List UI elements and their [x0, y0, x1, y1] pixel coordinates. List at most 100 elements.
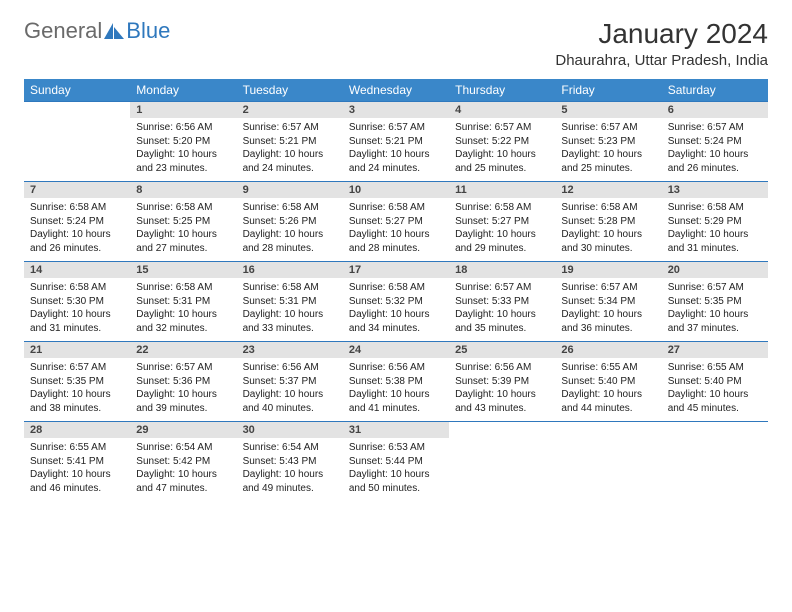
sunrise-text: Sunrise: 6:58 AM — [668, 201, 762, 215]
day-detail-cell: Sunrise: 6:56 AMSunset: 5:39 PMDaylight:… — [449, 358, 555, 422]
day-number-row: 21222324252627 — [24, 342, 768, 359]
day-header-row: Sunday Monday Tuesday Wednesday Thursday… — [24, 79, 768, 102]
day-number-cell — [555, 422, 661, 439]
sunrise-text: Sunrise: 6:56 AM — [136, 121, 230, 135]
day-detail-cell: Sunrise: 6:58 AMSunset: 5:25 PMDaylight:… — [130, 198, 236, 262]
day-number: 26 — [561, 344, 573, 356]
day-details: Sunrise: 6:56 AMSunset: 5:20 PMDaylight:… — [130, 118, 236, 181]
day-number: 7 — [30, 184, 36, 196]
day-number-cell: 10 — [343, 182, 449, 199]
sunset-text: Sunset: 5:38 PM — [349, 375, 443, 389]
day-details: Sunrise: 6:57 AMSunset: 5:35 PMDaylight:… — [662, 278, 768, 341]
sunrise-text: Sunrise: 6:57 AM — [455, 281, 549, 295]
day-details: Sunrise: 6:57 AMSunset: 5:21 PMDaylight:… — [343, 118, 449, 181]
day-details: Sunrise: 6:58 AMSunset: 5:27 PMDaylight:… — [343, 198, 449, 261]
daylight-text: Daylight: 10 hours and 46 minutes. — [30, 468, 124, 495]
sunset-text: Sunset: 5:21 PM — [243, 135, 337, 149]
logo-text-blue: Blue — [126, 18, 170, 44]
day-detail-cell: Sunrise: 6:57 AMSunset: 5:34 PMDaylight:… — [555, 278, 661, 342]
sunset-text: Sunset: 5:35 PM — [30, 375, 124, 389]
day-header: Wednesday — [343, 79, 449, 102]
day-number: 17 — [349, 264, 361, 276]
day-details: Sunrise: 6:55 AMSunset: 5:40 PMDaylight:… — [555, 358, 661, 421]
logo: General Blue — [24, 18, 170, 44]
day-details: Sunrise: 6:55 AMSunset: 5:41 PMDaylight:… — [24, 438, 130, 501]
day-number-cell: 5 — [555, 102, 661, 119]
daylight-text: Daylight: 10 hours and 27 minutes. — [136, 228, 230, 255]
daylight-text: Daylight: 10 hours and 31 minutes. — [668, 228, 762, 255]
day-number: 12 — [561, 184, 573, 196]
sunset-text: Sunset: 5:43 PM — [243, 455, 337, 469]
page-header: General Blue January 2024 Dhaurahra, Utt… — [24, 18, 768, 69]
day-detail-cell: Sunrise: 6:54 AMSunset: 5:42 PMDaylight:… — [130, 438, 236, 501]
day-detail-cell: Sunrise: 6:53 AMSunset: 5:44 PMDaylight:… — [343, 438, 449, 501]
day-detail-cell: Sunrise: 6:56 AMSunset: 5:20 PMDaylight:… — [130, 118, 236, 182]
sunrise-text: Sunrise: 6:58 AM — [349, 201, 443, 215]
daylight-text: Daylight: 10 hours and 37 minutes. — [668, 308, 762, 335]
sunrise-text: Sunrise: 6:55 AM — [561, 361, 655, 375]
day-detail-cell: Sunrise: 6:56 AMSunset: 5:37 PMDaylight:… — [237, 358, 343, 422]
day-detail-cell: Sunrise: 6:57 AMSunset: 5:33 PMDaylight:… — [449, 278, 555, 342]
day-detail-cell: Sunrise: 6:55 AMSunset: 5:40 PMDaylight:… — [555, 358, 661, 422]
day-detail-cell — [555, 438, 661, 501]
day-detail-cell: Sunrise: 6:57 AMSunset: 5:21 PMDaylight:… — [237, 118, 343, 182]
sunset-text: Sunset: 5:37 PM — [243, 375, 337, 389]
day-number-row: 123456 — [24, 102, 768, 119]
day-number-cell: 14 — [24, 262, 130, 279]
day-header: Saturday — [662, 79, 768, 102]
sunrise-text: Sunrise: 6:53 AM — [349, 441, 443, 455]
daylight-text: Daylight: 10 hours and 41 minutes. — [349, 388, 443, 415]
month-title: January 2024 — [555, 18, 768, 50]
day-number-cell: 7 — [24, 182, 130, 199]
daylight-text: Daylight: 10 hours and 36 minutes. — [561, 308, 655, 335]
sunset-text: Sunset: 5:23 PM — [561, 135, 655, 149]
sunrise-text: Sunrise: 6:58 AM — [136, 281, 230, 295]
daylight-text: Daylight: 10 hours and 49 minutes. — [243, 468, 337, 495]
day-detail-cell: Sunrise: 6:58 AMSunset: 5:30 PMDaylight:… — [24, 278, 130, 342]
sunset-text: Sunset: 5:29 PM — [668, 215, 762, 229]
day-detail-row: Sunrise: 6:57 AMSunset: 5:35 PMDaylight:… — [24, 358, 768, 422]
day-details: Sunrise: 6:58 AMSunset: 5:31 PMDaylight:… — [130, 278, 236, 341]
sunrise-text: Sunrise: 6:55 AM — [30, 441, 124, 455]
sunset-text: Sunset: 5:35 PM — [668, 295, 762, 309]
day-number: 14 — [30, 264, 42, 276]
sunrise-text: Sunrise: 6:58 AM — [349, 281, 443, 295]
day-number: 29 — [136, 424, 148, 436]
day-number-cell: 1 — [130, 102, 236, 119]
day-detail-cell: Sunrise: 6:57 AMSunset: 5:35 PMDaylight:… — [662, 278, 768, 342]
sunrise-text: Sunrise: 6:58 AM — [243, 201, 337, 215]
day-number-cell: 12 — [555, 182, 661, 199]
sunset-text: Sunset: 5:40 PM — [561, 375, 655, 389]
sunset-text: Sunset: 5:27 PM — [455, 215, 549, 229]
day-details: Sunrise: 6:57 AMSunset: 5:36 PMDaylight:… — [130, 358, 236, 421]
day-number: 8 — [136, 184, 142, 196]
sunrise-text: Sunrise: 6:56 AM — [349, 361, 443, 375]
day-header: Friday — [555, 79, 661, 102]
day-number: 5 — [561, 104, 567, 116]
day-details: Sunrise: 6:57 AMSunset: 5:21 PMDaylight:… — [237, 118, 343, 181]
daylight-text: Daylight: 10 hours and 26 minutes. — [30, 228, 124, 255]
day-number-row: 78910111213 — [24, 182, 768, 199]
day-number-cell: 21 — [24, 342, 130, 359]
day-detail-cell: Sunrise: 6:58 AMSunset: 5:29 PMDaylight:… — [662, 198, 768, 262]
title-block: January 2024 Dhaurahra, Uttar Pradesh, I… — [555, 18, 768, 69]
sunset-text: Sunset: 5:24 PM — [668, 135, 762, 149]
day-number-cell: 20 — [662, 262, 768, 279]
day-number-cell: 23 — [237, 342, 343, 359]
day-details: Sunrise: 6:58 AMSunset: 5:32 PMDaylight:… — [343, 278, 449, 341]
daylight-text: Daylight: 10 hours and 30 minutes. — [561, 228, 655, 255]
day-number: 10 — [349, 184, 361, 196]
daylight-text: Daylight: 10 hours and 25 minutes. — [561, 148, 655, 175]
daylight-text: Daylight: 10 hours and 24 minutes. — [243, 148, 337, 175]
daylight-text: Daylight: 10 hours and 39 minutes. — [136, 388, 230, 415]
sunrise-text: Sunrise: 6:57 AM — [349, 121, 443, 135]
day-detail-cell: Sunrise: 6:58 AMSunset: 5:31 PMDaylight:… — [130, 278, 236, 342]
location-subtitle: Dhaurahra, Uttar Pradesh, India — [555, 52, 768, 69]
calendar-table: Sunday Monday Tuesday Wednesday Thursday… — [24, 79, 768, 501]
day-number: 9 — [243, 184, 249, 196]
daylight-text: Daylight: 10 hours and 47 minutes. — [136, 468, 230, 495]
day-detail-row: Sunrise: 6:56 AMSunset: 5:20 PMDaylight:… — [24, 118, 768, 182]
day-number: 21 — [30, 344, 42, 356]
day-number-cell: 22 — [130, 342, 236, 359]
day-number: 18 — [455, 264, 467, 276]
